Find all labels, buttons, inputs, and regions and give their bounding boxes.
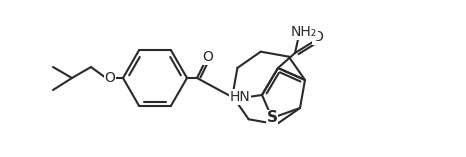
Text: HN: HN bbox=[230, 90, 250, 104]
Text: S: S bbox=[267, 111, 277, 125]
Text: O: O bbox=[203, 50, 213, 64]
Text: O: O bbox=[104, 71, 116, 85]
Text: NH₂: NH₂ bbox=[291, 25, 317, 39]
Text: O: O bbox=[313, 30, 323, 44]
